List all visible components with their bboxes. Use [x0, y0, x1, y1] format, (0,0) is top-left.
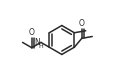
Text: N: N [34, 38, 40, 47]
Text: H: H [38, 44, 42, 49]
Text: O: O [29, 28, 34, 37]
Text: O: O [78, 19, 84, 28]
